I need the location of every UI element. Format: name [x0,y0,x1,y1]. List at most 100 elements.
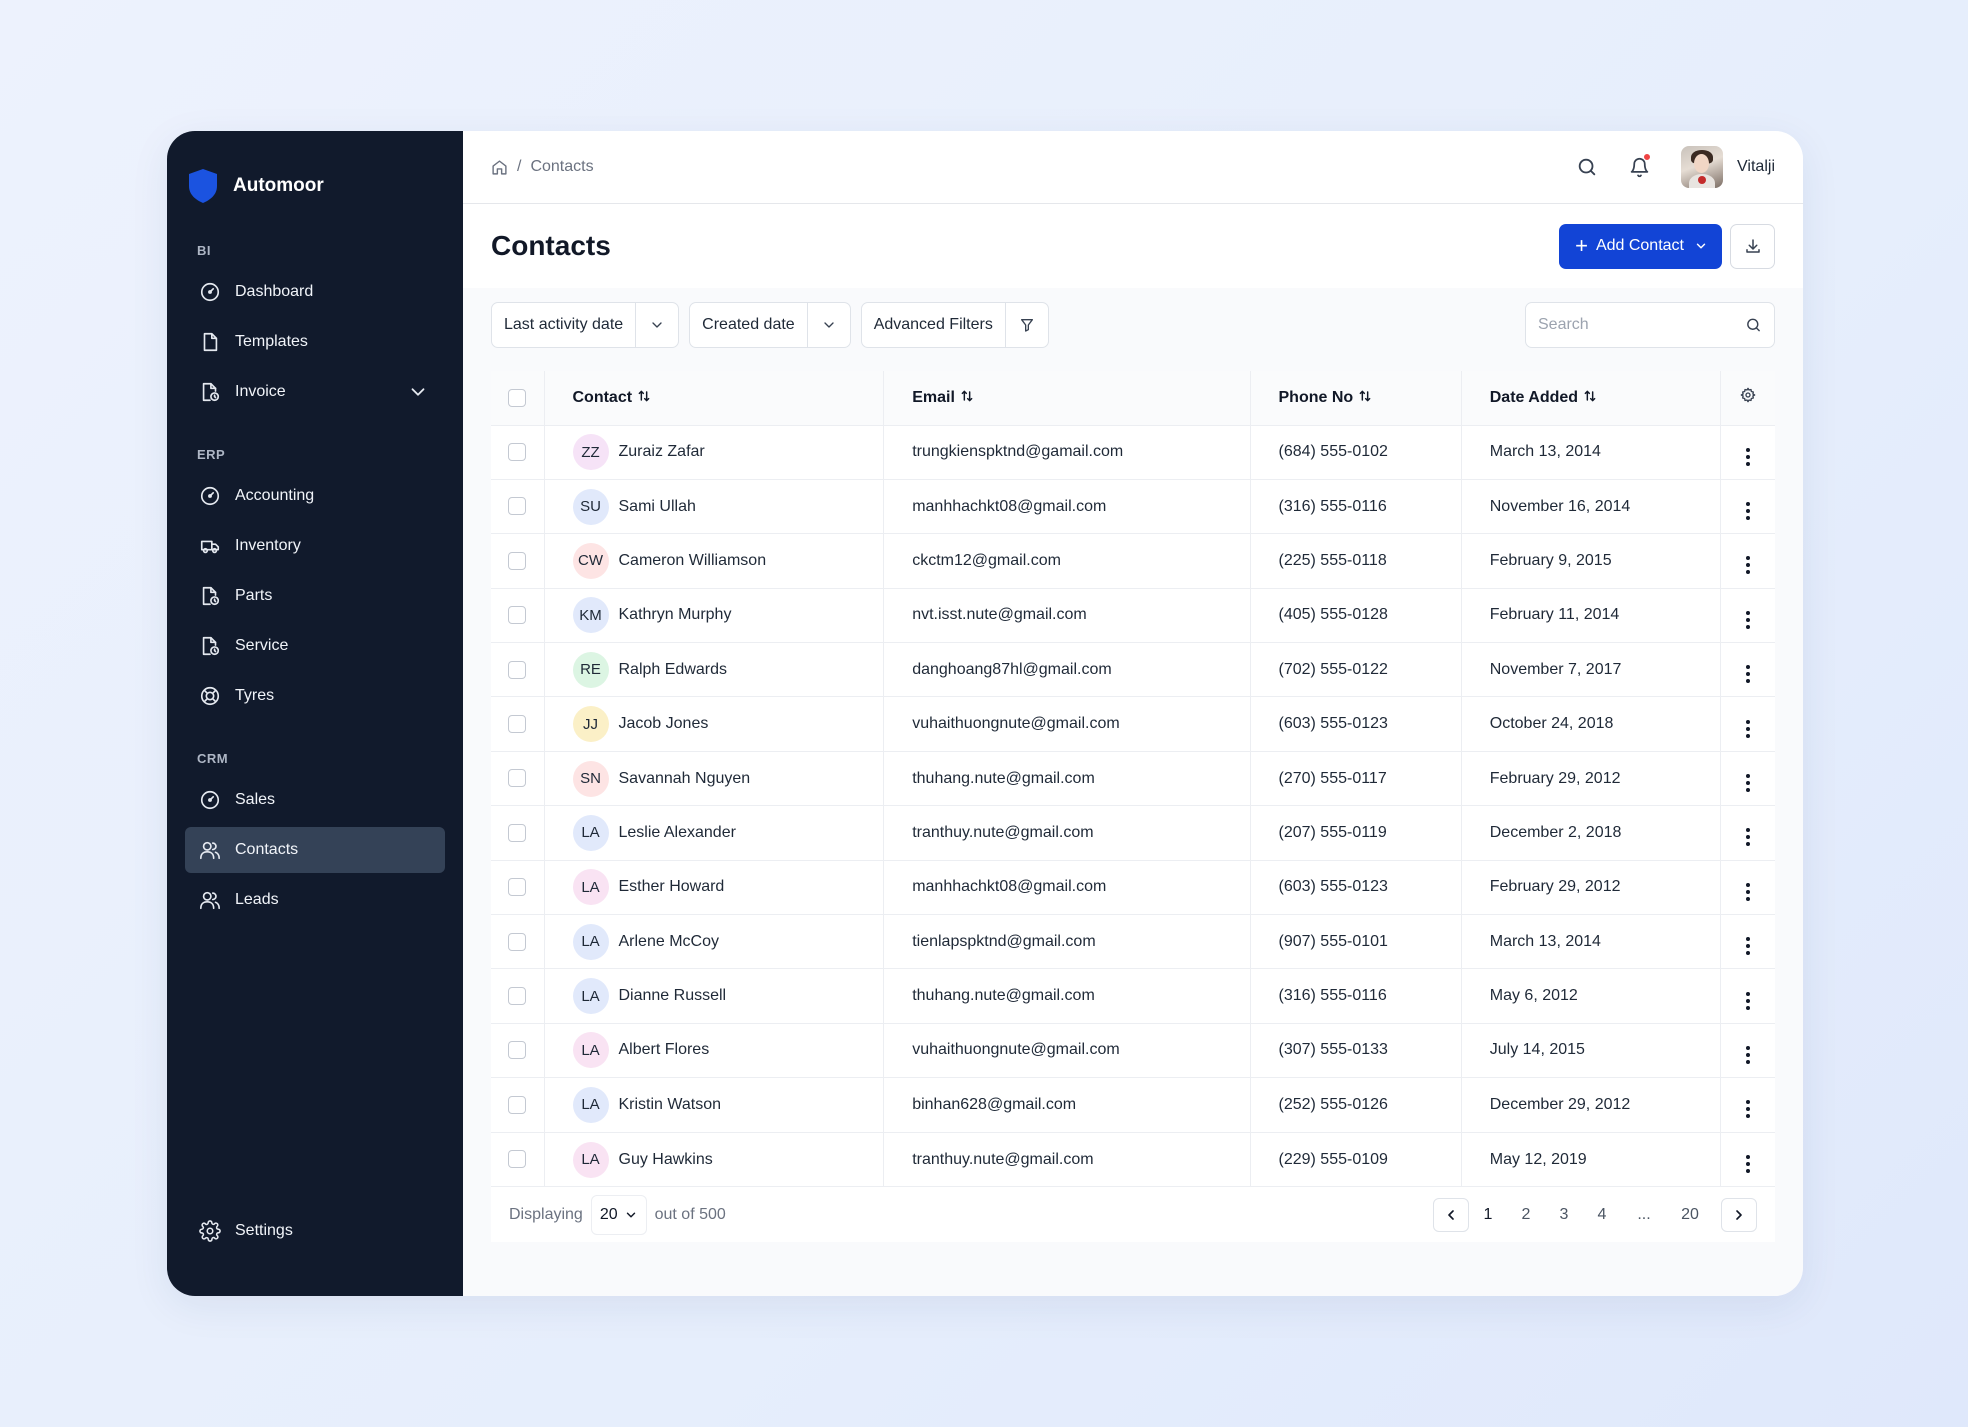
row-checkbox[interactable] [508,715,527,734]
download-button[interactable] [1730,223,1775,269]
row-checkbox[interactable] [508,1095,527,1114]
sidebar-item-settings[interactable]: Settings [185,1208,445,1254]
sidebar-item-accounting[interactable]: Accounting [185,473,445,519]
contact-name[interactable]: Cameron Williamson [618,551,767,569]
sidebar-item-leads[interactable]: Leads [185,877,445,923]
column-header-date-added[interactable]: Date Added [1461,371,1721,425]
gear-icon[interactable] [1740,387,1756,403]
table-row[interactable]: SN Savannah Nguyen thuhang.nute@gmail.co… [491,750,1775,806]
column-header-phone[interactable]: Phone No [1250,371,1462,425]
contact-name[interactable]: Kristin Watson [618,1095,722,1113]
more-vertical-icon[interactable] [1745,719,1750,738]
advanced-filters-label[interactable]: Advanced Filters [862,302,1006,347]
created-date-filter-label[interactable]: Created date [690,302,808,347]
contact-name[interactable]: Leslie Alexander [618,823,736,841]
row-checkbox[interactable] [508,769,527,788]
sidebar-item-templates[interactable]: Templates [185,319,445,365]
contact-name[interactable]: Esther Howard [618,878,725,896]
contact-name[interactable]: Jacob Jones [618,715,709,733]
row-checkbox[interactable] [508,660,527,679]
row-checkbox[interactable] [508,823,527,842]
contact-name[interactable]: Ralph Edwards [618,660,728,678]
search-icon[interactable] [1745,316,1762,334]
table-row[interactable]: LA Guy Hawkins tranthuy.nute@gmail.com (… [491,1131,1775,1187]
prev-page-button[interactable] [1433,1197,1469,1232]
last-activity-filter-label[interactable]: Last activity date [492,302,637,347]
more-vertical-icon[interactable] [1745,502,1750,521]
sidebar-item-tyres[interactable]: Tyres [185,673,445,719]
contact-name[interactable]: Savannah Nguyen [618,769,751,787]
table-row[interactable]: RE Ralph Edwards danghoang87hl@gmail.com… [491,642,1775,697]
table-row[interactable]: ZZ Zuraiz Zafar trungkienspktnd@gamail.c… [491,424,1775,480]
more-vertical-icon[interactable] [1745,556,1750,575]
created-date-dropdown[interactable] [808,303,850,347]
more-vertical-icon[interactable] [1745,1045,1750,1064]
table-row[interactable]: LA Arlene McCoy tienlapspktnd@gmail.com … [491,914,1775,969]
row-checkbox[interactable] [508,878,527,897]
row-checkbox[interactable] [508,1041,527,1060]
page-size-select[interactable]: 20 [590,1194,647,1235]
chevron-down-icon[interactable] [407,381,429,403]
avatar[interactable] [1681,146,1724,188]
more-vertical-icon[interactable] [1745,882,1750,901]
contact-name[interactable]: Dianne Russell [618,987,727,1005]
advanced-filters-button[interactable] [1006,303,1048,347]
more-vertical-icon[interactable] [1745,828,1750,847]
column-header-contact[interactable]: Contact [544,371,885,425]
select-all-checkbox[interactable] [508,388,527,407]
last-activity-dropdown[interactable] [636,303,678,347]
contact-name[interactable]: Guy Hawkins [618,1150,713,1168]
sidebar-item-contacts[interactable]: Contacts [185,827,445,873]
table-row[interactable]: JJ Jacob Jones vuhaithuongnute@gmail.com… [491,696,1775,752]
more-vertical-icon[interactable] [1745,665,1750,684]
contact-name[interactable]: Kathryn Murphy [618,606,732,624]
more-vertical-icon[interactable] [1745,610,1750,629]
page-number[interactable]: 3 [1559,1205,1569,1223]
sidebar-item-inventory[interactable]: Inventory [185,523,445,569]
more-vertical-icon[interactable] [1745,937,1750,956]
table-row[interactable]: LA Leslie Alexander tranthuy.nute@gmail.… [491,805,1775,861]
sidebar-item-sales[interactable]: Sales [185,777,445,823]
more-vertical-icon[interactable] [1745,774,1750,793]
page-number[interactable]: 20 [1681,1205,1699,1223]
contact-name[interactable]: Sami Ullah [618,497,696,515]
table-row[interactable]: LA Esther Howard manhhachkt08@gmail.com … [491,859,1775,915]
sidebar-item-dashboard[interactable]: Dashboard [185,269,445,315]
brand[interactable]: Automoor [185,131,445,241]
table-row[interactable]: LA Kristin Watson binhan628@gmail.com (2… [491,1077,1775,1133]
row-checkbox[interactable] [508,1150,527,1169]
table-row[interactable]: LA Dianne Russell thuhang.nute@gmail.com… [491,968,1775,1024]
next-page-button[interactable] [1721,1197,1757,1232]
table-row[interactable]: KM Kathryn Murphy nvt.isst.nute@gmail.co… [491,587,1775,643]
home-icon[interactable] [491,159,508,176]
row-checkbox[interactable] [508,551,527,570]
page-number[interactable]: 4 [1597,1205,1607,1223]
more-vertical-icon[interactable] [1745,447,1750,466]
page-number[interactable]: 2 [1521,1205,1531,1223]
sidebar-item-service[interactable]: Service [185,623,445,669]
row-checkbox[interactable] [508,443,527,462]
more-vertical-icon[interactable] [1745,1100,1750,1119]
page-number[interactable]: 1 [1483,1205,1493,1223]
row-checkbox[interactable] [508,932,527,951]
sidebar-item-invoice[interactable]: Invoice [185,369,445,415]
search-button[interactable] [1573,153,1601,181]
more-vertical-icon[interactable] [1745,991,1750,1010]
search-input[interactable] [1538,315,1745,334]
table-row[interactable]: LA Albert Flores vuhaithuongnute@gmail.c… [491,1022,1775,1078]
notifications-button[interactable] [1625,153,1653,181]
contact-name[interactable]: Arlene McCoy [618,932,719,950]
user-name[interactable]: Vitalji [1737,158,1775,175]
row-checkbox[interactable] [508,606,527,625]
table-row[interactable]: SU Sami Ullah manhhachkt08@gmail.com (31… [491,478,1775,534]
row-checkbox[interactable] [508,497,527,516]
contact-phone: (316) 555-0116 [1278,497,1387,515]
add-contact-button[interactable]: + Add Contact [1559,223,1722,269]
contact-name[interactable]: Zuraiz Zafar [618,443,705,461]
contact-name[interactable]: Albert Flores [618,1041,710,1059]
table-row[interactable]: CW Cameron Williamson ckctm12@gmail.com … [491,533,1775,589]
more-vertical-icon[interactable] [1745,1155,1750,1174]
sidebar-item-parts[interactable]: Parts [185,573,445,619]
column-header-email[interactable]: Email [883,371,1251,425]
row-checkbox[interactable] [508,986,527,1005]
